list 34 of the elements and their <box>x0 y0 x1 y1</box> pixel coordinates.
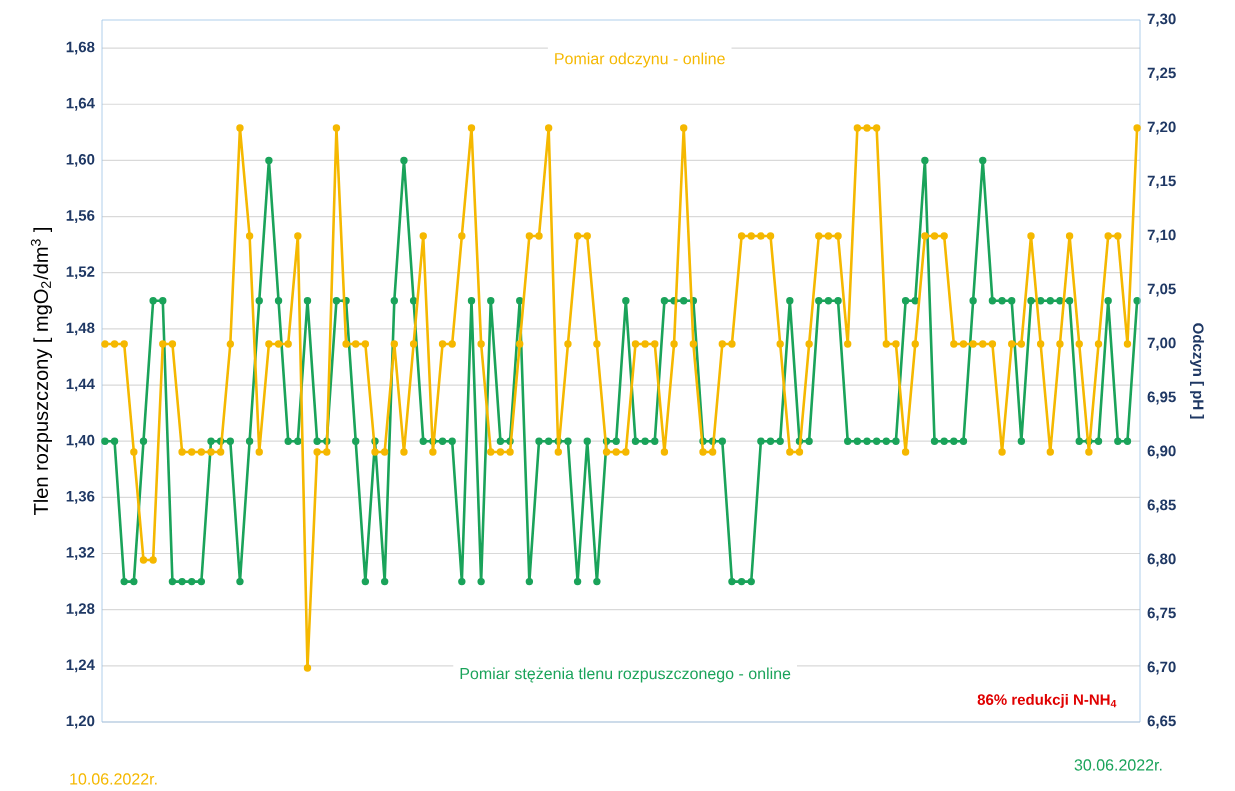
text: 30.06.2022r. <box>1074 759 1162 771</box>
y2-tick-label: 7,30 <box>1147 13 1176 27</box>
text: 10.06.2022r. <box>70 773 157 785</box>
y-tick-label: 1,28 <box>66 603 95 616</box>
y2-tick-label: 6,95 <box>1147 391 1176 405</box>
y2-tick-label: 7,25 <box>1147 67 1176 81</box>
y-tick-label: 1,24 <box>66 659 95 673</box>
y2-tick-label: 6,70 <box>1147 661 1176 675</box>
y-tick-label: 1,20 <box>66 715 95 729</box>
y-tick-label: 1,32 <box>66 546 95 560</box>
y-tick-label: 1,36 <box>66 490 95 504</box>
y2-tick-label: 7,00 <box>1147 337 1176 351</box>
y-tick-label: 1,44 <box>66 378 95 392</box>
y-tick-label: 1,68 <box>66 41 95 55</box>
y2-tick-label: 7,05 <box>1147 283 1176 297</box>
y2-tick-label: 6,75 <box>1147 607 1176 621</box>
y-tick-label: 1,56 <box>66 210 95 223</box>
y2-tick-label: 7,20 <box>1147 121 1176 135</box>
y-tick-label: 1,64 <box>66 97 95 111</box>
text: Pomiar odczynu - online <box>555 52 725 68</box>
y2-axis-title: Odczyn [ pH ] <box>1190 323 1204 419</box>
text: Pomiar stężenia tlenu rozpuszczonego - online <box>460 667 791 683</box>
y-axis-title: Tlen rozpuszczony [ mgO$_{2}$/dm$^{3}$ ] <box>30 227 53 515</box>
y2-tick-label: 6,80 <box>1147 553 1176 567</box>
y2-tick-label: 6,90 <box>1147 445 1176 459</box>
annotation: 86% redukcji N-NH$_{4}$ <box>977 693 1117 708</box>
y2-tick-label: 7,15 <box>1147 175 1176 189</box>
y-tick-label: 1,52 <box>66 266 95 279</box>
y2-tick-label: 6,65 <box>1147 715 1176 729</box>
y2-tick-label: 7,10 <box>1147 229 1176 243</box>
y2-tick-label: 6,85 <box>1147 499 1176 513</box>
y-tick-label: 1,60 <box>66 153 95 167</box>
y-tick-label: 1,40 <box>66 434 95 448</box>
y-tick-label: 1,48 <box>66 322 95 336</box>
